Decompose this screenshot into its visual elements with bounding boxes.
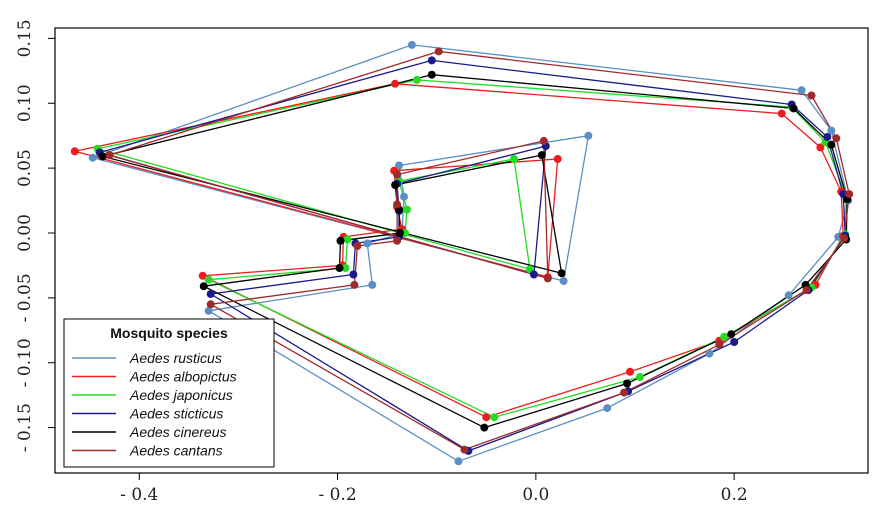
plot-frame xyxy=(54,27,869,474)
data-point xyxy=(777,109,786,118)
data-point xyxy=(823,133,832,141)
data-point xyxy=(543,274,552,283)
y-tick-label: - 0.15 xyxy=(15,403,35,452)
data-point xyxy=(350,280,359,289)
data-point xyxy=(797,86,806,95)
data-point xyxy=(199,282,208,291)
y-tick-label: 0.00 xyxy=(15,214,35,252)
data-point xyxy=(407,40,416,49)
legend-label: Aedes cinereus xyxy=(129,424,227,440)
data-point xyxy=(349,270,358,279)
data-point xyxy=(341,264,350,272)
data-point xyxy=(840,234,849,243)
data-point xyxy=(827,140,836,149)
x-axis: - 0.4 - 0.2 0.0 0.2 xyxy=(120,473,748,505)
x-tick-label: 0.0 xyxy=(522,485,549,505)
data-point xyxy=(620,388,629,397)
data-point xyxy=(335,264,344,272)
data-point xyxy=(720,332,729,341)
data-point xyxy=(482,413,491,422)
data-point xyxy=(98,152,107,161)
legend-title: Mosquito species xyxy=(110,325,228,341)
data-point xyxy=(832,134,841,143)
data-point xyxy=(784,291,793,300)
data-point xyxy=(537,151,546,160)
data-point xyxy=(490,413,499,422)
legend-label: Aedes rusticus xyxy=(129,350,222,366)
data-point xyxy=(368,280,377,289)
data-point xyxy=(353,242,362,250)
data-point xyxy=(70,147,79,156)
data-point xyxy=(557,269,566,278)
data-point xyxy=(393,200,402,209)
y-tick-label: 0.15 xyxy=(15,19,35,57)
legend-label: Aedes japonicus xyxy=(129,387,233,403)
data-point xyxy=(198,271,207,280)
data-point xyxy=(396,229,404,237)
series-layer xyxy=(70,40,854,466)
data-point xyxy=(584,131,593,140)
data-point xyxy=(206,290,215,298)
data-point xyxy=(204,306,213,315)
x-tick-label: - 0.4 xyxy=(120,485,158,505)
data-point xyxy=(460,445,469,454)
data-point xyxy=(88,153,97,162)
y-tick-label: - 0.10 xyxy=(15,338,35,387)
data-point xyxy=(539,136,548,145)
data-point xyxy=(400,192,408,201)
data-point xyxy=(845,190,854,199)
data-point xyxy=(403,205,411,214)
data-point xyxy=(412,75,421,84)
legend: Mosquito species Aedes rusticus Aedes alb… xyxy=(63,318,275,468)
legend-items: Aedes rusticus Aedes albopictus Aedes japo… xyxy=(72,350,237,459)
data-point xyxy=(603,404,612,413)
data-point xyxy=(510,155,518,163)
data-point xyxy=(559,277,568,285)
y-axis: - 0.15 - 0.10 - 0.05 0.00 0.05 0.10 0.15 xyxy=(15,19,55,452)
data-point xyxy=(807,91,816,100)
data-point xyxy=(343,235,352,244)
data-point xyxy=(715,340,724,349)
data-point xyxy=(393,236,402,245)
data-point xyxy=(480,423,489,432)
data-point xyxy=(105,151,114,160)
data-point xyxy=(705,349,714,358)
data-point xyxy=(636,373,644,381)
legend-label: Aedes cantans xyxy=(129,443,223,459)
data-point xyxy=(727,330,736,339)
data-point xyxy=(454,457,463,466)
data-point xyxy=(391,181,400,189)
data-point xyxy=(802,286,811,295)
data-point xyxy=(427,70,436,79)
data-point xyxy=(816,143,825,152)
data-point xyxy=(363,239,372,248)
data-point xyxy=(206,300,215,309)
data-point xyxy=(623,379,632,388)
y-tick-label: 0.05 xyxy=(15,149,35,187)
data-point xyxy=(434,47,443,56)
legend-label: Aedes albopictus xyxy=(129,369,237,385)
data-point xyxy=(626,367,634,376)
x-tick-label: 0.2 xyxy=(721,485,748,505)
y-tick-label: - 0.05 xyxy=(15,273,35,322)
data-point xyxy=(427,56,436,65)
data-point xyxy=(391,79,400,88)
data-point xyxy=(827,126,836,135)
legend-label: Aedes sticticus xyxy=(129,406,223,422)
data-point xyxy=(529,270,538,279)
legend-box xyxy=(63,318,275,468)
y-tick-label: 0.10 xyxy=(15,84,35,122)
data-point xyxy=(204,275,213,284)
data-point xyxy=(336,236,345,245)
data-point xyxy=(553,155,562,163)
data-point xyxy=(395,161,403,170)
data-point xyxy=(789,104,798,113)
data-point xyxy=(730,338,739,346)
x-tick-label: - 0.2 xyxy=(318,485,356,505)
data-point xyxy=(393,170,402,179)
